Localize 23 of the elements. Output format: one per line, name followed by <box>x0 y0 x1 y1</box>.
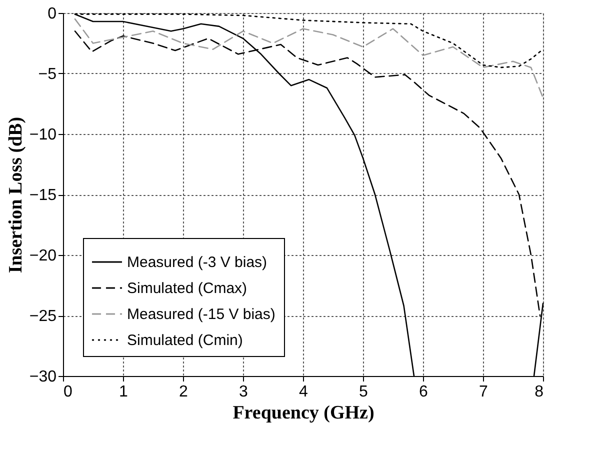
x-tick-label: 5 <box>359 384 368 400</box>
legend-label: Simulated (Cmax) <box>127 280 248 297</box>
y-tick-label: −5 <box>38 66 57 83</box>
legend-label: Simulated (Cmin) <box>127 332 243 349</box>
y-tick-label: −25 <box>29 308 57 325</box>
x-tick-label: 6 <box>419 384 428 400</box>
y-axis-title: Insertion Loss (dB) <box>5 116 26 274</box>
y-tick-label: −10 <box>29 126 57 144</box>
y-tick-label: −30 <box>29 368 57 386</box>
legend-label: Measured (-3 V bias) <box>127 254 268 271</box>
x-tick-label: 3 <box>239 384 248 400</box>
line-series <box>74 18 544 98</box>
x-tick-label: 7 <box>479 384 488 400</box>
legend-label: Measured (-15 V bias) <box>127 306 276 323</box>
x-tick-label: 2 <box>179 384 188 400</box>
x-tick-label: 8 <box>534 384 544 400</box>
x-tick-label: 1 <box>119 384 128 400</box>
y-tick-label: −20 <box>29 248 57 264</box>
x-axis-title: Frequency (GHz) <box>232 402 374 424</box>
y-tick-label: 0 <box>48 6 57 22</box>
x-tick-label: 4 <box>299 384 308 400</box>
x-tick-label: 0 <box>64 384 72 400</box>
y-tick-label: −15 <box>29 187 57 204</box>
